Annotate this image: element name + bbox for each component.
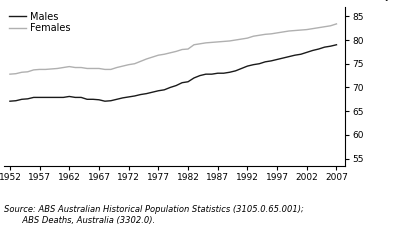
Text: Source: ABS Australian Historical Population Statistics (3105.0.65.001);
       : Source: ABS Australian Historical Popula… (4, 205, 304, 225)
Females (209, 41, 214, 44)
Females (8, 73, 12, 76)
Line: Males: Males (10, 45, 337, 101)
Text: years: years (384, 0, 397, 1)
Males (126, 96, 131, 98)
Males (221, 72, 226, 75)
Males (13, 99, 18, 102)
Males (8, 100, 12, 103)
Females (192, 43, 197, 46)
Line: Females: Females (10, 24, 337, 74)
Males (257, 62, 262, 65)
Females (221, 40, 226, 43)
Legend: Males, Females: Males, Females (9, 12, 71, 33)
Males (209, 73, 214, 76)
Females (126, 63, 131, 66)
Males (192, 76, 197, 79)
Males (334, 43, 339, 46)
Females (13, 72, 18, 75)
Females (334, 22, 339, 25)
Females (257, 34, 262, 37)
